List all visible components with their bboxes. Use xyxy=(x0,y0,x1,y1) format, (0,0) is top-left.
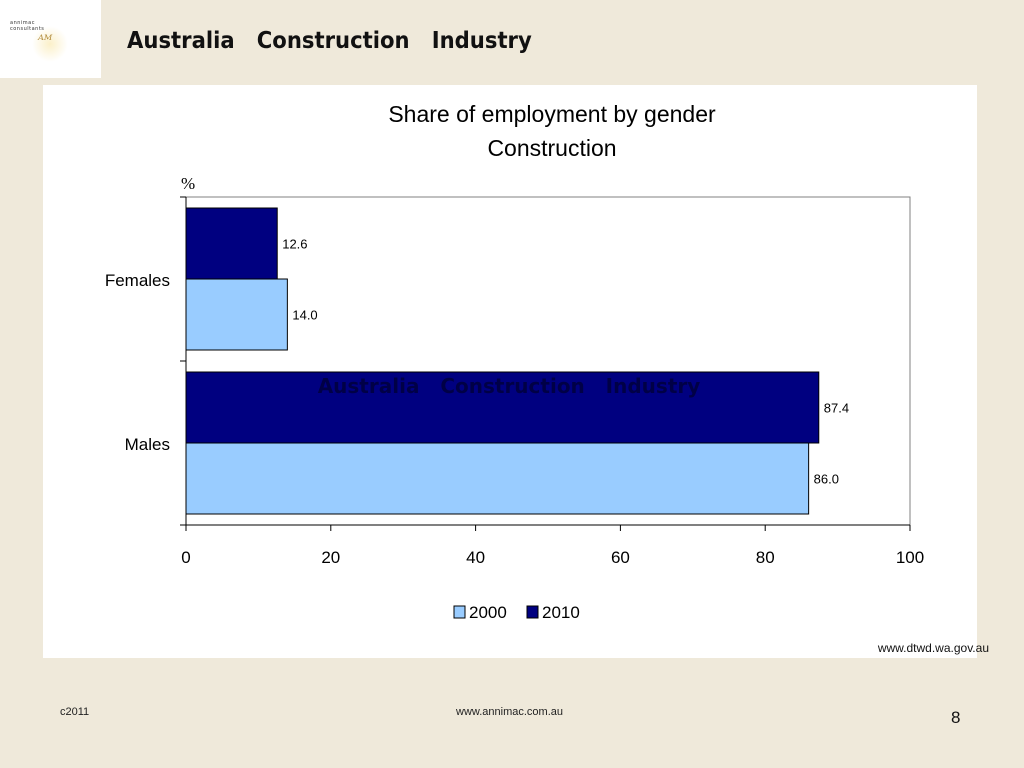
category-label-females: Females xyxy=(105,271,170,290)
legend-label-2010: 2010 xyxy=(542,603,580,622)
bar-chart: Share of employment by gender Constructi… xyxy=(105,101,924,622)
x-tick-label-40: 40 xyxy=(466,548,485,567)
bar-females-2000 xyxy=(185,278,288,351)
logo-text: annimac consultants xyxy=(10,20,44,32)
legend-swatch-2000 xyxy=(453,605,466,619)
chart-subtitle: Construction xyxy=(487,135,616,161)
logo: annimac consultants ᴬᴹ xyxy=(0,0,101,78)
x-tick-label-20: 20 xyxy=(321,548,340,567)
footer-copyright: c2011 xyxy=(60,706,90,718)
data-label-males-2010: 87.4 xyxy=(824,401,849,416)
chart-panel: Share of employment by gender Constructi… xyxy=(43,85,977,658)
x-tick-label-100: 100 xyxy=(896,548,924,567)
x-tick-label-80: 80 xyxy=(756,548,775,567)
page-number: 8 xyxy=(951,708,961,727)
bar-females-2010 xyxy=(185,207,278,280)
logo-glow xyxy=(32,26,68,62)
slide-title: Australia Construction Industry xyxy=(127,28,532,54)
axis-unit-label: % xyxy=(181,174,195,193)
bar-males-2010 xyxy=(185,371,820,444)
chart-title: Share of employment by gender xyxy=(388,101,716,127)
footer-website: www.annimac.com.au xyxy=(456,706,563,718)
logo-mark: ᴬᴹ xyxy=(38,33,53,48)
x-tick-label-60: 60 xyxy=(611,548,630,567)
overlay-text: Australia Construction Industry xyxy=(318,374,701,398)
bar-males-2000 xyxy=(185,442,810,515)
x-tick-label-0: 0 xyxy=(181,548,190,567)
logo-text-line2: consultants xyxy=(10,26,45,32)
source-credit: www.dtwd.wa.gov.au xyxy=(877,641,989,655)
logo-text-line1: annimac xyxy=(10,20,35,26)
data-label-males-2000: 86.0 xyxy=(814,472,839,487)
legend-label-2000: 2000 xyxy=(469,603,507,622)
category-label-males: Males xyxy=(125,435,170,454)
data-label-females-2000: 14.0 xyxy=(292,308,317,323)
data-label-females-2010: 12.6 xyxy=(282,237,307,252)
legend-swatch-2010 xyxy=(526,605,539,619)
